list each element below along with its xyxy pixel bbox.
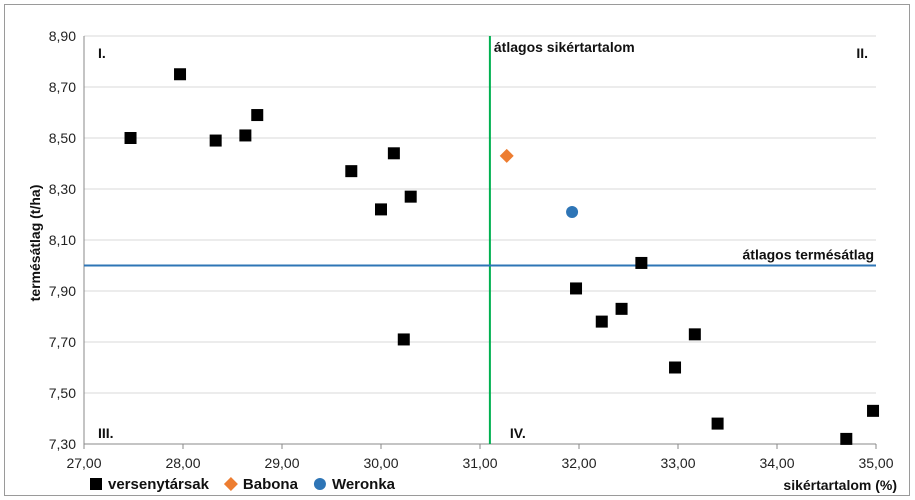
data-point-versenytarsak: [375, 203, 387, 216]
chart-frame: [4, 4, 910, 496]
quadrant-label: I.: [98, 45, 106, 61]
gridlines: [84, 35, 876, 445]
data-point-versenytarsak: [595, 315, 608, 328]
quadrant-label: IV.: [510, 425, 526, 441]
quadrant-label: III.: [98, 425, 114, 441]
data-point-versenytarsak: [615, 302, 628, 315]
axes: [83, 36, 877, 449]
reference-label-y: átlagos termésátlag: [743, 247, 875, 263]
legend-marker-babona: [223, 477, 238, 491]
x-tick-label: 32,00: [561, 455, 596, 471]
y-tick-label: 8,90: [49, 28, 76, 44]
x-tick-label: 30,00: [363, 455, 398, 471]
legend-label: versenytársak: [108, 476, 210, 493]
data-point-versenytarsak: [239, 129, 252, 142]
x-tick-label: 31,00: [462, 455, 497, 471]
y-tick-label: 7,30: [49, 436, 76, 452]
data-point-versenytarsak: [635, 256, 648, 269]
reference-lines: átlagos sikértartalom átlagos termésátlag: [84, 36, 876, 444]
reference-label-x: átlagos sikértartalom: [494, 39, 635, 55]
legend-marker-weronka: [313, 478, 326, 490]
legend-marker-versenytarsak: [90, 478, 102, 490]
data-point-versenytarsak: [124, 132, 137, 144]
data-point-versenytarsak: [397, 333, 410, 346]
data-point-versenytarsak: [251, 109, 264, 122]
y-tick-label: 8,30: [49, 181, 76, 197]
y-tick-label: 7,90: [49, 283, 76, 299]
y-tick-label: 8,70: [49, 79, 76, 95]
x-axis-label: sikértartalom (%): [783, 477, 897, 493]
y-tick-label: 8,10: [49, 232, 76, 248]
data-point-versenytarsak: [840, 432, 853, 445]
x-tick-label: 35,00: [858, 455, 893, 471]
x-tick-label: 27,00: [66, 455, 101, 471]
y-tick-label: 7,50: [49, 385, 76, 401]
data-point-versenytarsak: [174, 68, 187, 81]
tick-labels: 7,30 7,50 7,70 7,90 8,10 8,30 8,50 8,70 8,90 27,0…: [49, 28, 894, 471]
data-point-versenytarsak: [387, 147, 400, 160]
data-point-versenytarsak: [669, 361, 682, 374]
quadrant-labels: I. II. III. IV.: [98, 45, 868, 441]
x-tick-label: 28,00: [165, 455, 200, 471]
x-tick-label: 33,00: [660, 455, 695, 471]
legend-label: Babona: [243, 476, 299, 493]
data-point-versenytarsak: [711, 417, 724, 430]
legend-label: Weronka: [332, 476, 396, 493]
x-tick-label: 34,00: [759, 455, 794, 471]
data-point-versenytarsak: [209, 134, 222, 147]
data-point-versenytarsak: [345, 165, 358, 178]
y-axis-label: termésátlag (t/ha): [27, 185, 43, 302]
data-point-babona: [499, 148, 514, 163]
x-tick-label: 29,00: [264, 455, 299, 471]
y-tick-label: 7,70: [49, 334, 76, 350]
data-point-versenytarsak: [688, 328, 701, 341]
data-points: [124, 68, 880, 445]
y-tick-label: 8,50: [49, 130, 76, 146]
data-point-weronka: [566, 205, 579, 218]
legend: versenytársak Babona Weronka: [90, 476, 396, 493]
data-point-versenytarsak: [867, 404, 880, 417]
data-point-versenytarsak: [570, 282, 583, 295]
quadrant-label: II.: [856, 45, 868, 61]
data-point-versenytarsak: [404, 190, 417, 203]
